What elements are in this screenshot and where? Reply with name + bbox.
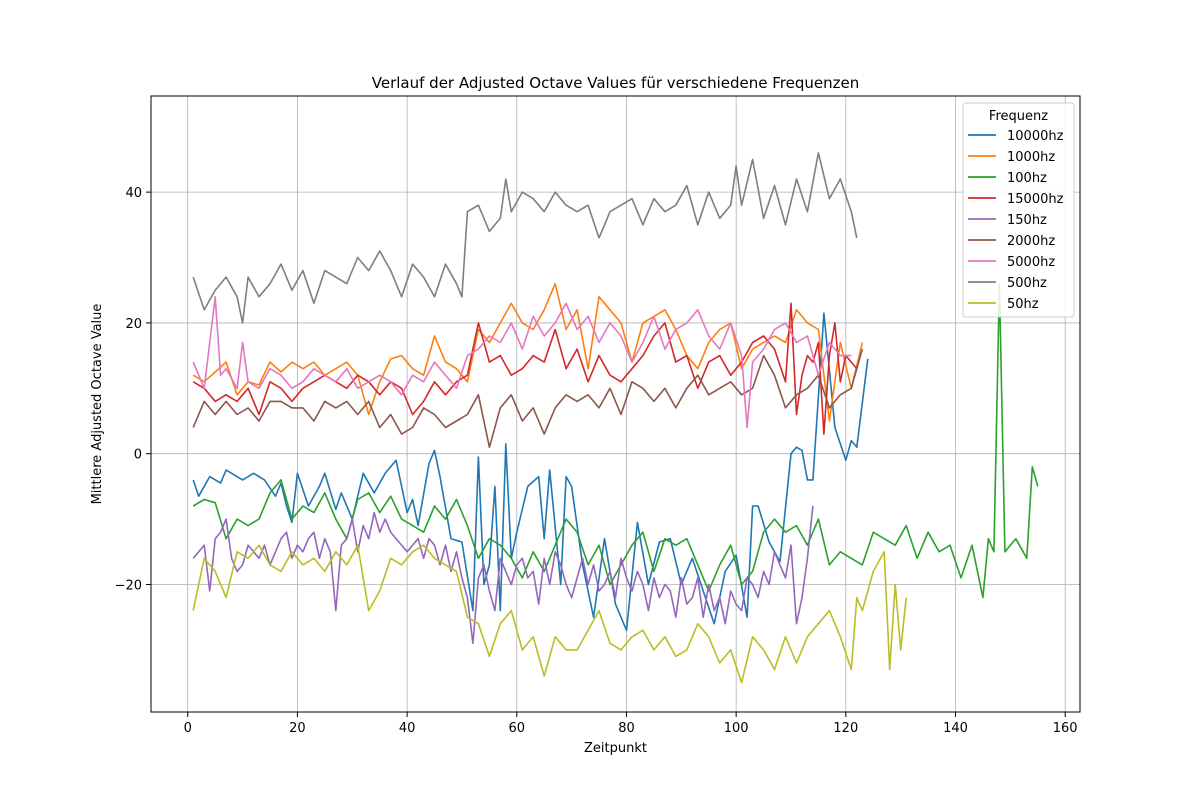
x-tick-label: 80 (618, 721, 635, 736)
legend-label-15000hz: 15000hz (1007, 192, 1064, 207)
x-tick-label: 60 (509, 721, 526, 736)
y-tick-label: −20 (115, 578, 142, 593)
y-tick-label: 0 (134, 448, 142, 463)
legend-label-2000hz: 2000hz (1007, 234, 1055, 249)
x-tick-label: 100 (724, 721, 749, 736)
legend-label-150hz: 150hz (1007, 213, 1047, 228)
series-line-500hz (192, 152, 858, 324)
legend-label-10000hz: 10000hz (1007, 129, 1064, 144)
x-tick-label: 0 (184, 721, 192, 736)
chart-title: Verlauf der Adjusted Octave Values für v… (372, 74, 859, 92)
legend-label-5000hz: 5000hz (1007, 255, 1055, 270)
y-tick-label: 40 (125, 186, 142, 201)
legend-label-500hz: 500hz (1007, 276, 1047, 291)
x-axis: 0 20 40 60 80 100 120 140 160 (184, 712, 1078, 736)
series-line-50hz (192, 544, 907, 684)
series-layer (192, 152, 1039, 684)
series-line-100hz (192, 282, 1039, 599)
series-line-1000hz (192, 282, 864, 422)
x-tick-label: 160 (1053, 721, 1078, 736)
plot-frame (150, 95, 1081, 713)
x-tick-label: 140 (943, 721, 968, 736)
x-tick-label: 20 (289, 721, 306, 736)
series-line-150hz (192, 505, 814, 645)
x-axis-label: Zeitpunkt (584, 741, 647, 756)
series-line-5000hz (192, 295, 852, 429)
y-tick-label: 20 (125, 317, 142, 332)
y-axis-label: Mittlere Adjusted Octave Value (90, 304, 105, 505)
x-tick-label: 120 (833, 721, 858, 736)
legend-label-1000hz: 1000hz (1007, 150, 1055, 165)
grid (151, 96, 1080, 712)
x-tick-label: 40 (399, 721, 416, 736)
legend-title: Frequenz (989, 109, 1048, 124)
legend-label-50hz: 50hz (1007, 297, 1039, 312)
y-axis: −20 0 20 40 (115, 186, 151, 593)
legend-label-100hz: 100hz (1007, 171, 1047, 186)
legend: Frequenz 10000hz 1000hz 100hz 15000hz 150hz 20… (962, 102, 1075, 318)
